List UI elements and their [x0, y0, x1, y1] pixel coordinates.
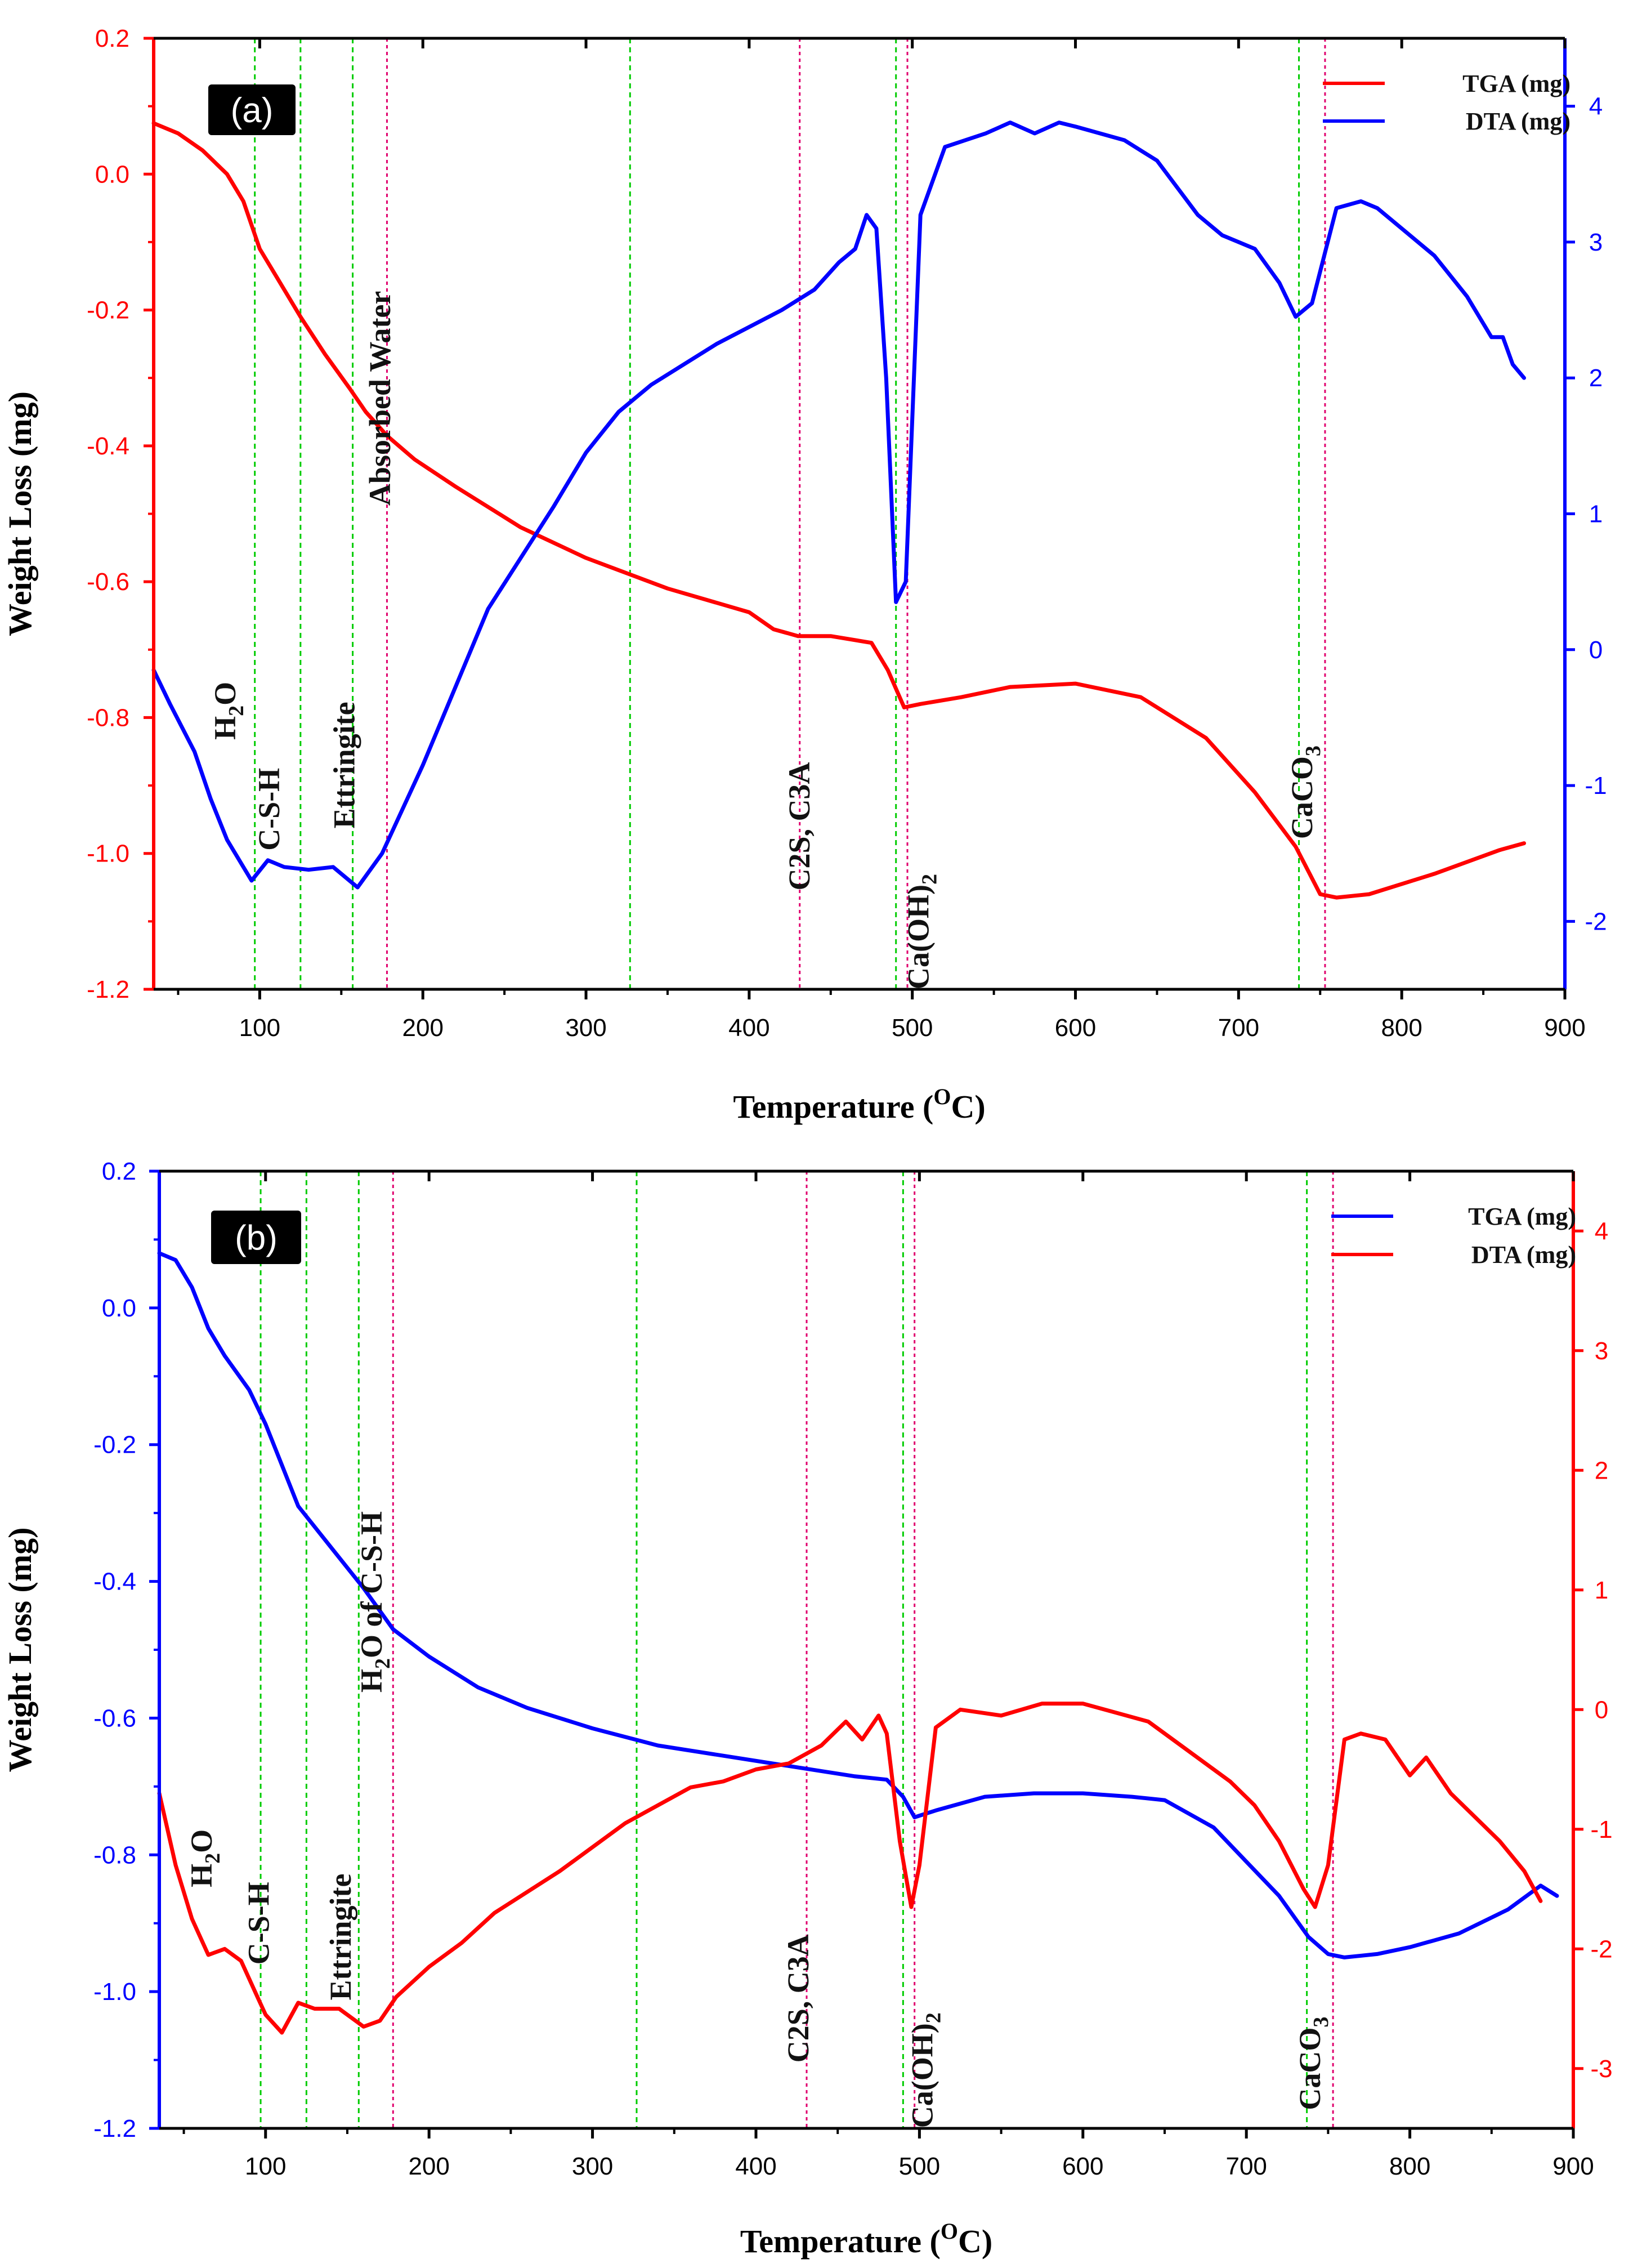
y-left-tick-label: 0.0 — [95, 160, 129, 188]
y-right-tick-label: 1 — [1589, 501, 1603, 528]
y-left-tick-label: 0.2 — [95, 25, 129, 52]
y-right-tick-label: -2 — [1590, 1935, 1612, 1963]
x-tick-label: 400 — [728, 1014, 769, 1042]
y-left-tick-label: -0.8 — [87, 704, 129, 731]
y-left-tick-label: 0.2 — [102, 1158, 136, 1185]
y-right-tick-label: 3 — [1589, 229, 1603, 256]
y-axis-title: Weight Loss (mg) — [2, 1528, 38, 1773]
annotation-label: C-S-H — [252, 768, 286, 851]
annotation-label: H2O of C-S-H — [355, 1511, 395, 1693]
x-tick-label: 300 — [565, 1014, 606, 1042]
y-left-tick-label: -0.2 — [93, 1431, 136, 1459]
x-tick-label: 700 — [1225, 2153, 1267, 2180]
legend-label-b-0: TGA (mg) — [1468, 1203, 1576, 1230]
y-right-tick-label: -2 — [1585, 908, 1607, 935]
annotation-label: Absorbed Water — [363, 291, 397, 506]
x-tick-label: 600 — [1062, 2153, 1103, 2180]
panel-label-box — [211, 1211, 301, 1264]
x-tick-label: 800 — [1389, 2153, 1430, 2180]
x-tick-label: 200 — [402, 1014, 444, 1042]
annotation-label: Ettringite — [324, 1874, 357, 2001]
x-tick-label: 100 — [245, 2153, 286, 2180]
y-right-tick-label: 0 — [1589, 636, 1603, 664]
x-tick-label: 100 — [239, 1014, 280, 1042]
y-left-tick-label: -0.6 — [87, 568, 129, 596]
x-tick-label: 200 — [408, 2153, 449, 2180]
legend-label-b-1: DTA (mg) — [1471, 1241, 1576, 1269]
x-tick-label: 900 — [1544, 1014, 1585, 1042]
x-tick-label: 900 — [1552, 2153, 1594, 2180]
series-line-a-tga — [151, 121, 1526, 900]
panel-label-box — [208, 84, 296, 135]
chart-panel-a: 100 200 300 400 500 600 700 800 900 0.2 0.0 -0.2 -0.… — [2, 25, 1607, 1125]
y-left-tick-label: -1.0 — [93, 1978, 136, 2006]
series-line-a-dta — [151, 120, 1526, 890]
y-left-tick-label: -1.0 — [87, 840, 129, 868]
panel-label: (b) — [235, 1219, 278, 1258]
y-left-tick-label: -0.4 — [87, 432, 129, 460]
chart-panel-b: 100 200 300 400 500 600 700 800 900 0.2 0.0 -0.2 -0.… — [2, 1158, 1613, 2260]
series-line-b-dta — [157, 1702, 1543, 2035]
panel-label: (a) — [231, 91, 274, 130]
x-tick-label: 300 — [572, 2153, 613, 2180]
y-left-tick-label: -1.2 — [87, 976, 129, 1003]
y-right-tick-label: 2 — [1589, 364, 1603, 392]
y-right-tick-label: 4 — [1589, 93, 1603, 120]
annotation-label: C-S-H — [242, 1882, 276, 1965]
annotation-label: Ca(OH)2 — [906, 2012, 946, 2128]
annotation-label: C2S, C3A — [782, 762, 816, 890]
y-right-tick-label: 3 — [1595, 1337, 1608, 1365]
y-right-tick-label: 2 — [1595, 1457, 1608, 1484]
y-right-tick-label: -3 — [1590, 2055, 1612, 2083]
annotation-label: Ettringite — [327, 702, 361, 828]
y-left-tick-label: -1.2 — [93, 2115, 136, 2142]
x-axis-title: Temperature (OC) — [740, 2218, 992, 2260]
x-tick-label: 700 — [1218, 1014, 1259, 1042]
y-left-tick-label: -0.2 — [87, 297, 129, 324]
y-left-tick-label: -0.6 — [93, 1704, 136, 1732]
x-axis-title: Temperature (OC) — [733, 1084, 985, 1125]
x-tick-label: 400 — [735, 2153, 776, 2180]
annotation-label: Ca(OH)2 — [902, 874, 942, 989]
annotation-label: CaCO3 — [1293, 2017, 1333, 2110]
y-left-tick-label: 0.0 — [102, 1294, 136, 1322]
x-tick-label: 500 — [899, 2153, 940, 2180]
y-left-tick-label: -0.4 — [93, 1568, 136, 1596]
annotation-label: H2O — [208, 682, 248, 740]
y-axis-title: Weight Loss (mg) — [2, 391, 38, 636]
legend-label-a-0: TGA (mg) — [1462, 70, 1571, 97]
x-tick-label: 500 — [892, 1014, 933, 1042]
x-tick-label: 800 — [1381, 1014, 1422, 1042]
annotation-label: H2O — [185, 1829, 225, 1887]
x-tick-label: 600 — [1055, 1014, 1096, 1042]
y-right-tick-label: 4 — [1595, 1217, 1608, 1245]
y-right-tick-label: 0 — [1595, 1696, 1608, 1724]
annotation-label: C2S, C3A — [781, 1934, 815, 2062]
y-right-tick-label: -1 — [1585, 772, 1607, 800]
series-line-b-tga — [157, 1251, 1559, 1959]
legend-label-a-1: DTA (mg) — [1466, 108, 1571, 135]
annotation-label: CaCO3 — [1285, 745, 1325, 839]
y-right-tick-label: 1 — [1595, 1577, 1608, 1604]
y-right-tick-label: -1 — [1590, 1816, 1612, 1843]
y-left-tick-label: -0.8 — [93, 1841, 136, 1869]
